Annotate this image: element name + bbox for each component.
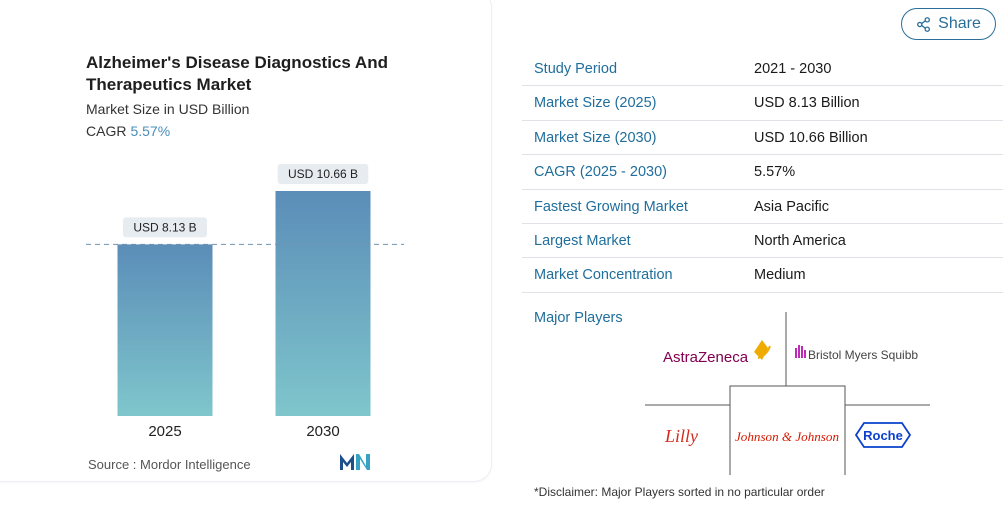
data-label: USD 10.66 B [288,167,358,181]
major-players-label: Major Players [534,310,623,326]
market-snapshot-table: Study Period 2021 - 2030 Market Size (20… [522,52,1003,293]
bms-wordmark: Bristol Myers Squibb [808,348,918,362]
row-key: Market Size (2025) [534,95,657,112]
x-tick-label: 2030 [306,423,339,440]
bar [275,191,371,416]
cagr-line: CAGR 5.57% [86,123,170,139]
market-card [0,0,492,482]
table-row: Largest Market North America [522,224,1003,259]
major-players-grid: AstraZeneca Bristol Myers Squibb Lilly J… [645,312,930,475]
row-value: Asia Pacific [754,198,829,215]
row-key: Market Concentration [534,267,673,284]
roche-logo: Roche [854,422,912,448]
astrazeneca-logo: AstraZeneca [663,340,771,366]
row-key: CAGR (2025 - 2030) [534,164,667,181]
row-value: USD 8.13 Billion [754,95,860,112]
roche-wordmark: Roche [863,428,903,443]
row-key: Largest Market [534,232,631,249]
row-value: 5.57% [754,164,796,181]
data-label: USD 8.13 B [133,220,196,234]
players-disclaimer: *Disclaimer: Major Players sorted in no … [534,485,825,499]
cagr-label: CAGR [86,123,127,139]
jnj-logo: Johnson & Johnson [735,429,839,444]
share-label: Share [938,15,981,32]
astrazeneca-wordmark: AstraZeneca [663,349,749,366]
chart-subtitle: Market Size in USD Billion [86,101,250,117]
row-key: Market Size (2030) [534,129,657,146]
lilly-logo: Lilly [664,426,698,446]
bar-chart: USD 8.13 B 2025 USD 10.66 B 2030 [86,164,404,440]
row-key: Fastest Growing Market [534,198,688,215]
source-note: Source : Mordor Intelligence [88,457,251,472]
mordor-logo-icon [340,454,370,470]
row-key: Study Period [534,61,618,77]
row-value: Medium [754,267,806,284]
bms-hand-icon [795,345,806,358]
x-tick-label: 2025 [148,423,181,440]
row-value: 2021 - 2030 [754,61,832,77]
data-label-box [123,217,207,238]
table-row: CAGR (2025 - 2030) 5.57% [522,155,1003,190]
table-row: Market Concentration Medium [522,258,1003,293]
data-label-box [277,164,369,184]
table-row: Market Size (2025) USD 8.13 Billion [522,86,1003,121]
row-value: USD 10.66 Billion [754,129,868,146]
table-row: Fastest Growing Market Asia Pacific [522,190,1003,224]
chart-title: Alzheimer's Disease Diagnostics And Ther… [86,53,388,94]
bar [117,244,213,416]
share-icon [917,16,931,32]
share-button[interactable]: Share [901,8,996,40]
table-row: Study Period 2021 - 2030 [522,52,1003,87]
cagr-value: 5.57% [130,123,171,139]
row-value: North America [754,232,846,249]
table-row: Market Size (2030) USD 10.66 Billion [522,121,1003,156]
roche-hexagon-icon [854,422,912,448]
bms-logo: Bristol Myers Squibb [795,345,918,362]
